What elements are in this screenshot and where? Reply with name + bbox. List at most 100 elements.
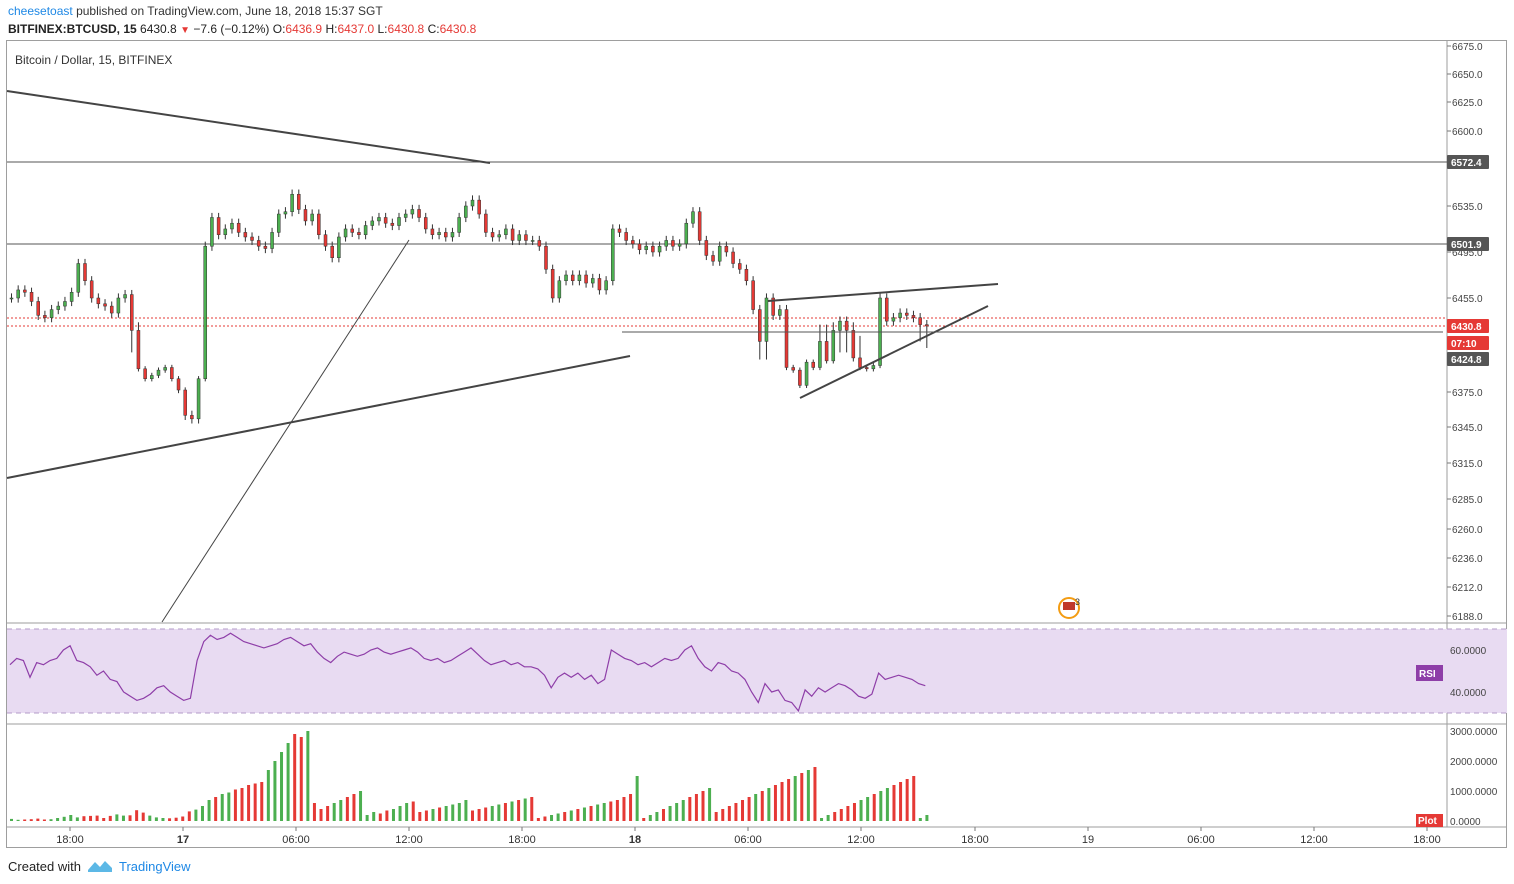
candle <box>704 240 709 256</box>
volume-bar <box>240 788 244 821</box>
volume-bar <box>925 815 929 821</box>
candle <box>9 297 14 300</box>
low-label: L: <box>377 22 388 36</box>
volume-bar <box>826 815 830 821</box>
candle <box>477 199 481 215</box>
time-tick-label: 18:00 <box>1413 834 1441 846</box>
time-tick-label: 18:00 <box>961 834 989 846</box>
chart-legend: Bitcoin / Dollar, 15, BITFINEX <box>15 53 172 67</box>
high-label: H: <box>325 22 338 36</box>
volume-bar <box>82 816 86 821</box>
volume-bar <box>661 809 665 821</box>
volume-bar <box>220 794 224 821</box>
volume-bar <box>806 770 810 821</box>
candle <box>918 317 922 325</box>
trendline[interactable] <box>6 355 631 479</box>
volume-bar <box>438 807 442 821</box>
chart-frame <box>6 40 1507 848</box>
volume-bar <box>754 794 758 821</box>
volume-bar <box>385 810 389 821</box>
time-tick-label: 06:00 <box>734 834 762 846</box>
candle <box>76 263 81 293</box>
candle <box>383 217 388 224</box>
candle <box>256 240 261 247</box>
candle <box>303 209 308 222</box>
volume-bar <box>319 809 323 821</box>
candle <box>69 292 74 302</box>
candle <box>363 225 368 235</box>
candle <box>557 280 562 299</box>
volume-bar <box>773 785 777 821</box>
candle <box>858 357 862 368</box>
candle <box>343 228 348 238</box>
volume-bar <box>642 818 646 821</box>
candle <box>270 232 274 249</box>
published-text: published on TradingView.com, June 18, 2… <box>76 4 383 18</box>
candle <box>490 232 495 238</box>
volume-bar <box>207 800 211 821</box>
price-axis-label-bg <box>1447 352 1489 366</box>
candle <box>56 305 61 310</box>
volume-bar <box>556 813 560 821</box>
tradingview-brand-link[interactable]: TradingView <box>118 858 191 874</box>
candle <box>697 211 702 241</box>
candle <box>657 245 662 253</box>
author-link[interactable]: cheesetoast <box>8 4 73 18</box>
candle <box>611 228 615 281</box>
candle <box>905 312 909 316</box>
volume-bar <box>708 788 712 821</box>
trendline[interactable] <box>799 305 989 399</box>
trendline[interactable] <box>6 90 491 164</box>
volume-bar <box>734 803 738 821</box>
candle <box>377 217 381 222</box>
volume-bar <box>629 794 633 821</box>
down-arrow-icon: ▼ <box>180 25 190 36</box>
volume-bar <box>332 803 336 821</box>
rsi-badge: RSI <box>1419 669 1436 680</box>
candle <box>744 269 749 281</box>
volume-bar <box>885 788 889 821</box>
candle <box>23 289 27 293</box>
candle <box>784 309 789 368</box>
volume-bar <box>148 815 152 821</box>
price-tick-label: 6315.0 <box>1452 459 1483 470</box>
high-value: 6437.0 <box>337 22 375 36</box>
candle <box>103 303 107 307</box>
price-tick-label: 6260.0 <box>1452 525 1483 536</box>
volume-bar <box>75 817 79 821</box>
candle <box>16 289 20 299</box>
candle <box>804 361 809 386</box>
candle <box>497 234 501 238</box>
rsi-badge-bg <box>1416 665 1443 681</box>
candle <box>811 361 815 368</box>
volume-bar <box>727 806 731 821</box>
candle <box>677 243 682 247</box>
volume-bar <box>622 797 626 821</box>
candle <box>851 330 856 359</box>
candle <box>29 292 34 302</box>
volume-bar <box>846 806 850 821</box>
trendline[interactable] <box>161 239 410 623</box>
trendline[interactable] <box>767 283 999 302</box>
volume-bar <box>879 791 883 821</box>
volume-bar <box>424 810 428 821</box>
candle <box>417 209 421 218</box>
price-change: −7.6 (−0.12%) <box>193 22 270 36</box>
candle <box>510 228 515 241</box>
candle <box>898 312 902 318</box>
volume-bar <box>181 816 185 821</box>
volume-bar <box>128 815 132 821</box>
candle <box>530 240 535 242</box>
plot-badge-bg <box>1416 814 1443 827</box>
volume-bar <box>609 801 613 821</box>
volume-bar <box>912 776 916 821</box>
volume-bar <box>312 803 316 821</box>
volume-bar <box>247 785 251 821</box>
price-tick-label: 6375.0 <box>1452 388 1483 399</box>
price-tick-label: 6212.0 <box>1452 583 1483 594</box>
candle <box>637 243 642 250</box>
price-tick-label: 6625.0 <box>1452 98 1483 109</box>
volume-bar <box>681 800 685 821</box>
candle <box>444 232 448 238</box>
